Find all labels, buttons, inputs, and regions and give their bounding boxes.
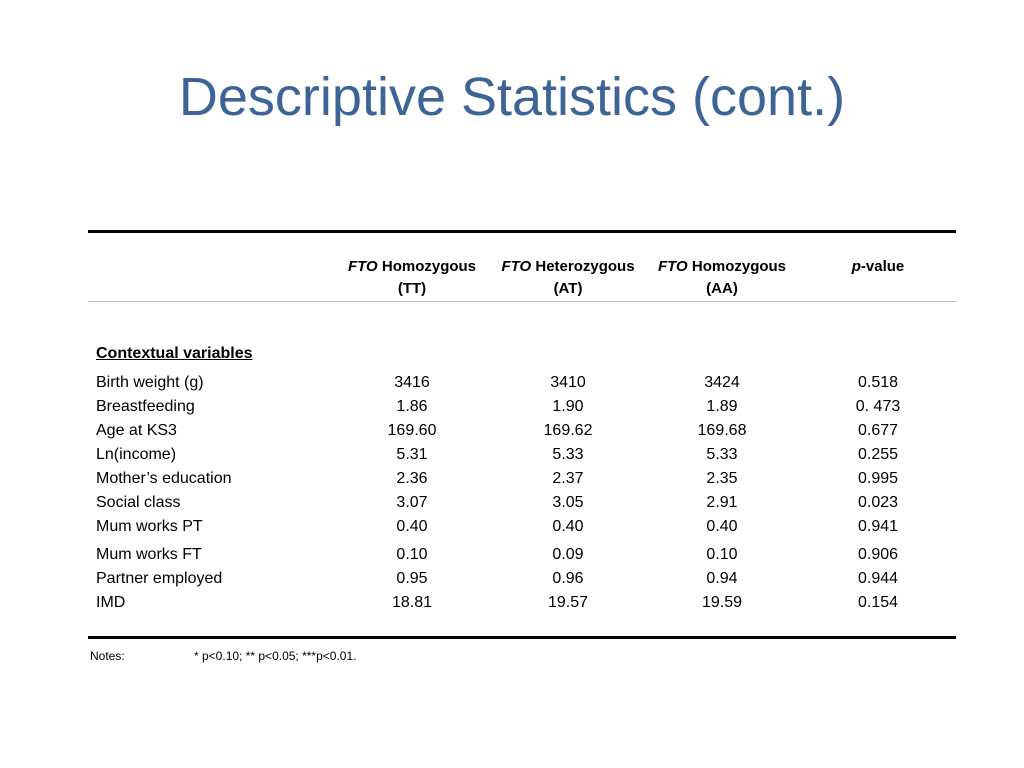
row-label: Ln(income) — [96, 446, 177, 463]
value-at: 2.37 — [552, 470, 584, 487]
row-label: Birth weight (g) — [96, 374, 204, 391]
value-aa: 0.40 — [706, 518, 738, 535]
value-tt: 5.31 — [396, 446, 428, 463]
p-value: 0.906 — [857, 546, 899, 563]
value-tt: 169.60 — [387, 422, 437, 439]
p-value: 0. 473 — [855, 398, 901, 415]
table-row: Age at KS3 169.60 169.62 169.68 0.677 — [96, 419, 956, 443]
genotype-code: (AA) — [706, 280, 738, 297]
p-value: 0.941 — [857, 518, 899, 535]
pvalue-label: -value — [860, 258, 905, 275]
column-header-at: FTO Heterozygous (AT) — [490, 256, 646, 300]
table-top-rule — [88, 230, 956, 233]
value-aa: 169.68 — [697, 422, 747, 439]
table-row: Ln(income) 5.31 5.33 5.33 0.255 — [96, 443, 956, 467]
row-label: Mother’s education — [96, 470, 232, 487]
column-header-pvalue: p-value — [800, 256, 956, 278]
gene-name: FTO — [347, 258, 378, 275]
table-row: Mum works FT 0.10 0.09 0.10 0.906 — [96, 543, 956, 567]
row-label: Breastfeeding — [96, 398, 195, 415]
gene-name: FTO — [657, 258, 688, 275]
value-at: 19.57 — [547, 594, 589, 611]
table-row: IMD 18.81 19.57 19.59 0.154 — [96, 591, 956, 615]
genotype-code: (TT) — [397, 280, 427, 297]
value-at: 3.05 — [552, 494, 584, 511]
p-symbol: p — [851, 258, 861, 275]
gene-name: FTO — [501, 258, 532, 275]
p-value: 0.995 — [857, 470, 899, 487]
header-divider — [88, 301, 956, 302]
genotype-label: Homozygous — [377, 258, 477, 275]
value-at: 3410 — [550, 374, 586, 391]
value-tt: 3.07 — [396, 494, 428, 511]
value-at: 0.96 — [552, 570, 584, 587]
value-aa: 19.59 — [701, 594, 743, 611]
value-at: 0.40 — [552, 518, 584, 535]
p-value: 0.023 — [857, 494, 899, 511]
row-label: Mum works PT — [96, 518, 203, 535]
notes-text: * p<0.10; ** p<0.05; ***p<0.01. — [194, 649, 357, 663]
value-aa: 0.10 — [706, 546, 738, 563]
value-tt: 2.36 — [396, 470, 428, 487]
column-header-aa: FTO Homozygous (AA) — [644, 256, 800, 300]
value-aa: 5.33 — [706, 446, 738, 463]
p-value: 0.255 — [857, 446, 899, 463]
slide-title: Descriptive Statistics (cont.) — [178, 67, 846, 127]
table-row: Partner employed 0.95 0.96 0.94 0.944 — [96, 567, 956, 591]
notes-label: Notes: — [90, 649, 125, 663]
value-aa: 0.94 — [706, 570, 738, 587]
value-tt: 3416 — [394, 374, 430, 391]
row-label: Social class — [96, 494, 181, 511]
genotype-label: Heterozygous — [531, 258, 635, 275]
value-aa: 1.89 — [706, 398, 738, 415]
column-header-tt: FTO Homozygous (TT) — [334, 256, 490, 300]
value-aa: 2.35 — [706, 470, 738, 487]
value-at: 1.90 — [552, 398, 584, 415]
table-row: Birth weight (g) 3416 3410 3424 0.518 — [96, 371, 956, 395]
row-label: Age at KS3 — [96, 422, 177, 439]
value-tt: 1.86 — [396, 398, 428, 415]
table-row: Breastfeeding 1.86 1.90 1.89 0. 473 — [96, 395, 956, 419]
value-aa: 3424 — [704, 374, 740, 391]
value-aa: 2.91 — [706, 494, 738, 511]
p-value: 0.154 — [857, 594, 899, 611]
value-at: 5.33 — [552, 446, 584, 463]
row-label: Mum works FT — [96, 546, 202, 563]
table-row: Mother’s education 2.36 2.37 2.35 0.995 — [96, 467, 956, 491]
value-tt: 18.81 — [391, 594, 433, 611]
row-label: IMD — [96, 594, 126, 611]
table-row: Social class 3.07 3.05 2.91 0.023 — [96, 491, 956, 515]
value-tt: 0.40 — [396, 518, 428, 535]
section-label: Contextual variables — [96, 345, 253, 362]
value-tt: 0.10 — [396, 546, 428, 563]
table-bottom-rule — [88, 636, 956, 639]
p-value: 0.944 — [857, 570, 899, 587]
genotype-label: Homozygous — [687, 258, 787, 275]
genotype-code: (AT) — [553, 280, 583, 297]
value-tt: 0.95 — [396, 570, 428, 587]
value-at: 169.62 — [543, 422, 593, 439]
value-at: 0.09 — [552, 546, 584, 563]
p-value: 0.518 — [857, 374, 899, 391]
row-label: Partner employed — [96, 570, 223, 587]
p-value: 0.677 — [857, 422, 899, 439]
table-row: Mum works PT 0.40 0.40 0.40 0.941 — [96, 515, 956, 539]
